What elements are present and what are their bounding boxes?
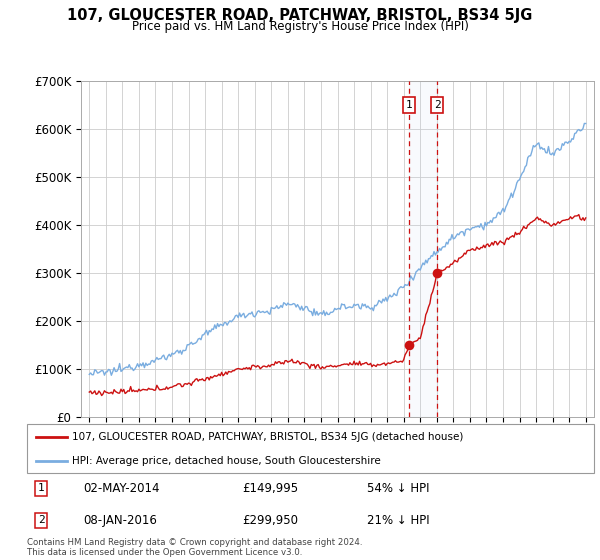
Text: 02-MAY-2014: 02-MAY-2014: [84, 482, 160, 495]
Text: 2: 2: [38, 515, 44, 525]
Text: 1: 1: [38, 483, 44, 493]
Text: £299,950: £299,950: [242, 514, 298, 527]
Text: Price paid vs. HM Land Registry's House Price Index (HPI): Price paid vs. HM Land Registry's House …: [131, 20, 469, 32]
Text: 08-JAN-2016: 08-JAN-2016: [84, 514, 158, 527]
Text: 54% ↓ HPI: 54% ↓ HPI: [367, 482, 430, 495]
Text: 21% ↓ HPI: 21% ↓ HPI: [367, 514, 430, 527]
Text: HPI: Average price, detached house, South Gloucestershire: HPI: Average price, detached house, Sout…: [73, 456, 381, 466]
Text: 1: 1: [406, 100, 413, 110]
Text: £149,995: £149,995: [242, 482, 299, 495]
Text: 2: 2: [434, 100, 440, 110]
Text: 107, GLOUCESTER ROAD, PATCHWAY, BRISTOL, BS34 5JG: 107, GLOUCESTER ROAD, PATCHWAY, BRISTOL,…: [67, 8, 533, 24]
Bar: [409, 81, 437, 417]
Text: 107, GLOUCESTER ROAD, PATCHWAY, BRISTOL, BS34 5JG (detached house): 107, GLOUCESTER ROAD, PATCHWAY, BRISTOL,…: [73, 432, 464, 442]
Text: Contains HM Land Registry data © Crown copyright and database right 2024.
This d: Contains HM Land Registry data © Crown c…: [27, 538, 362, 557]
